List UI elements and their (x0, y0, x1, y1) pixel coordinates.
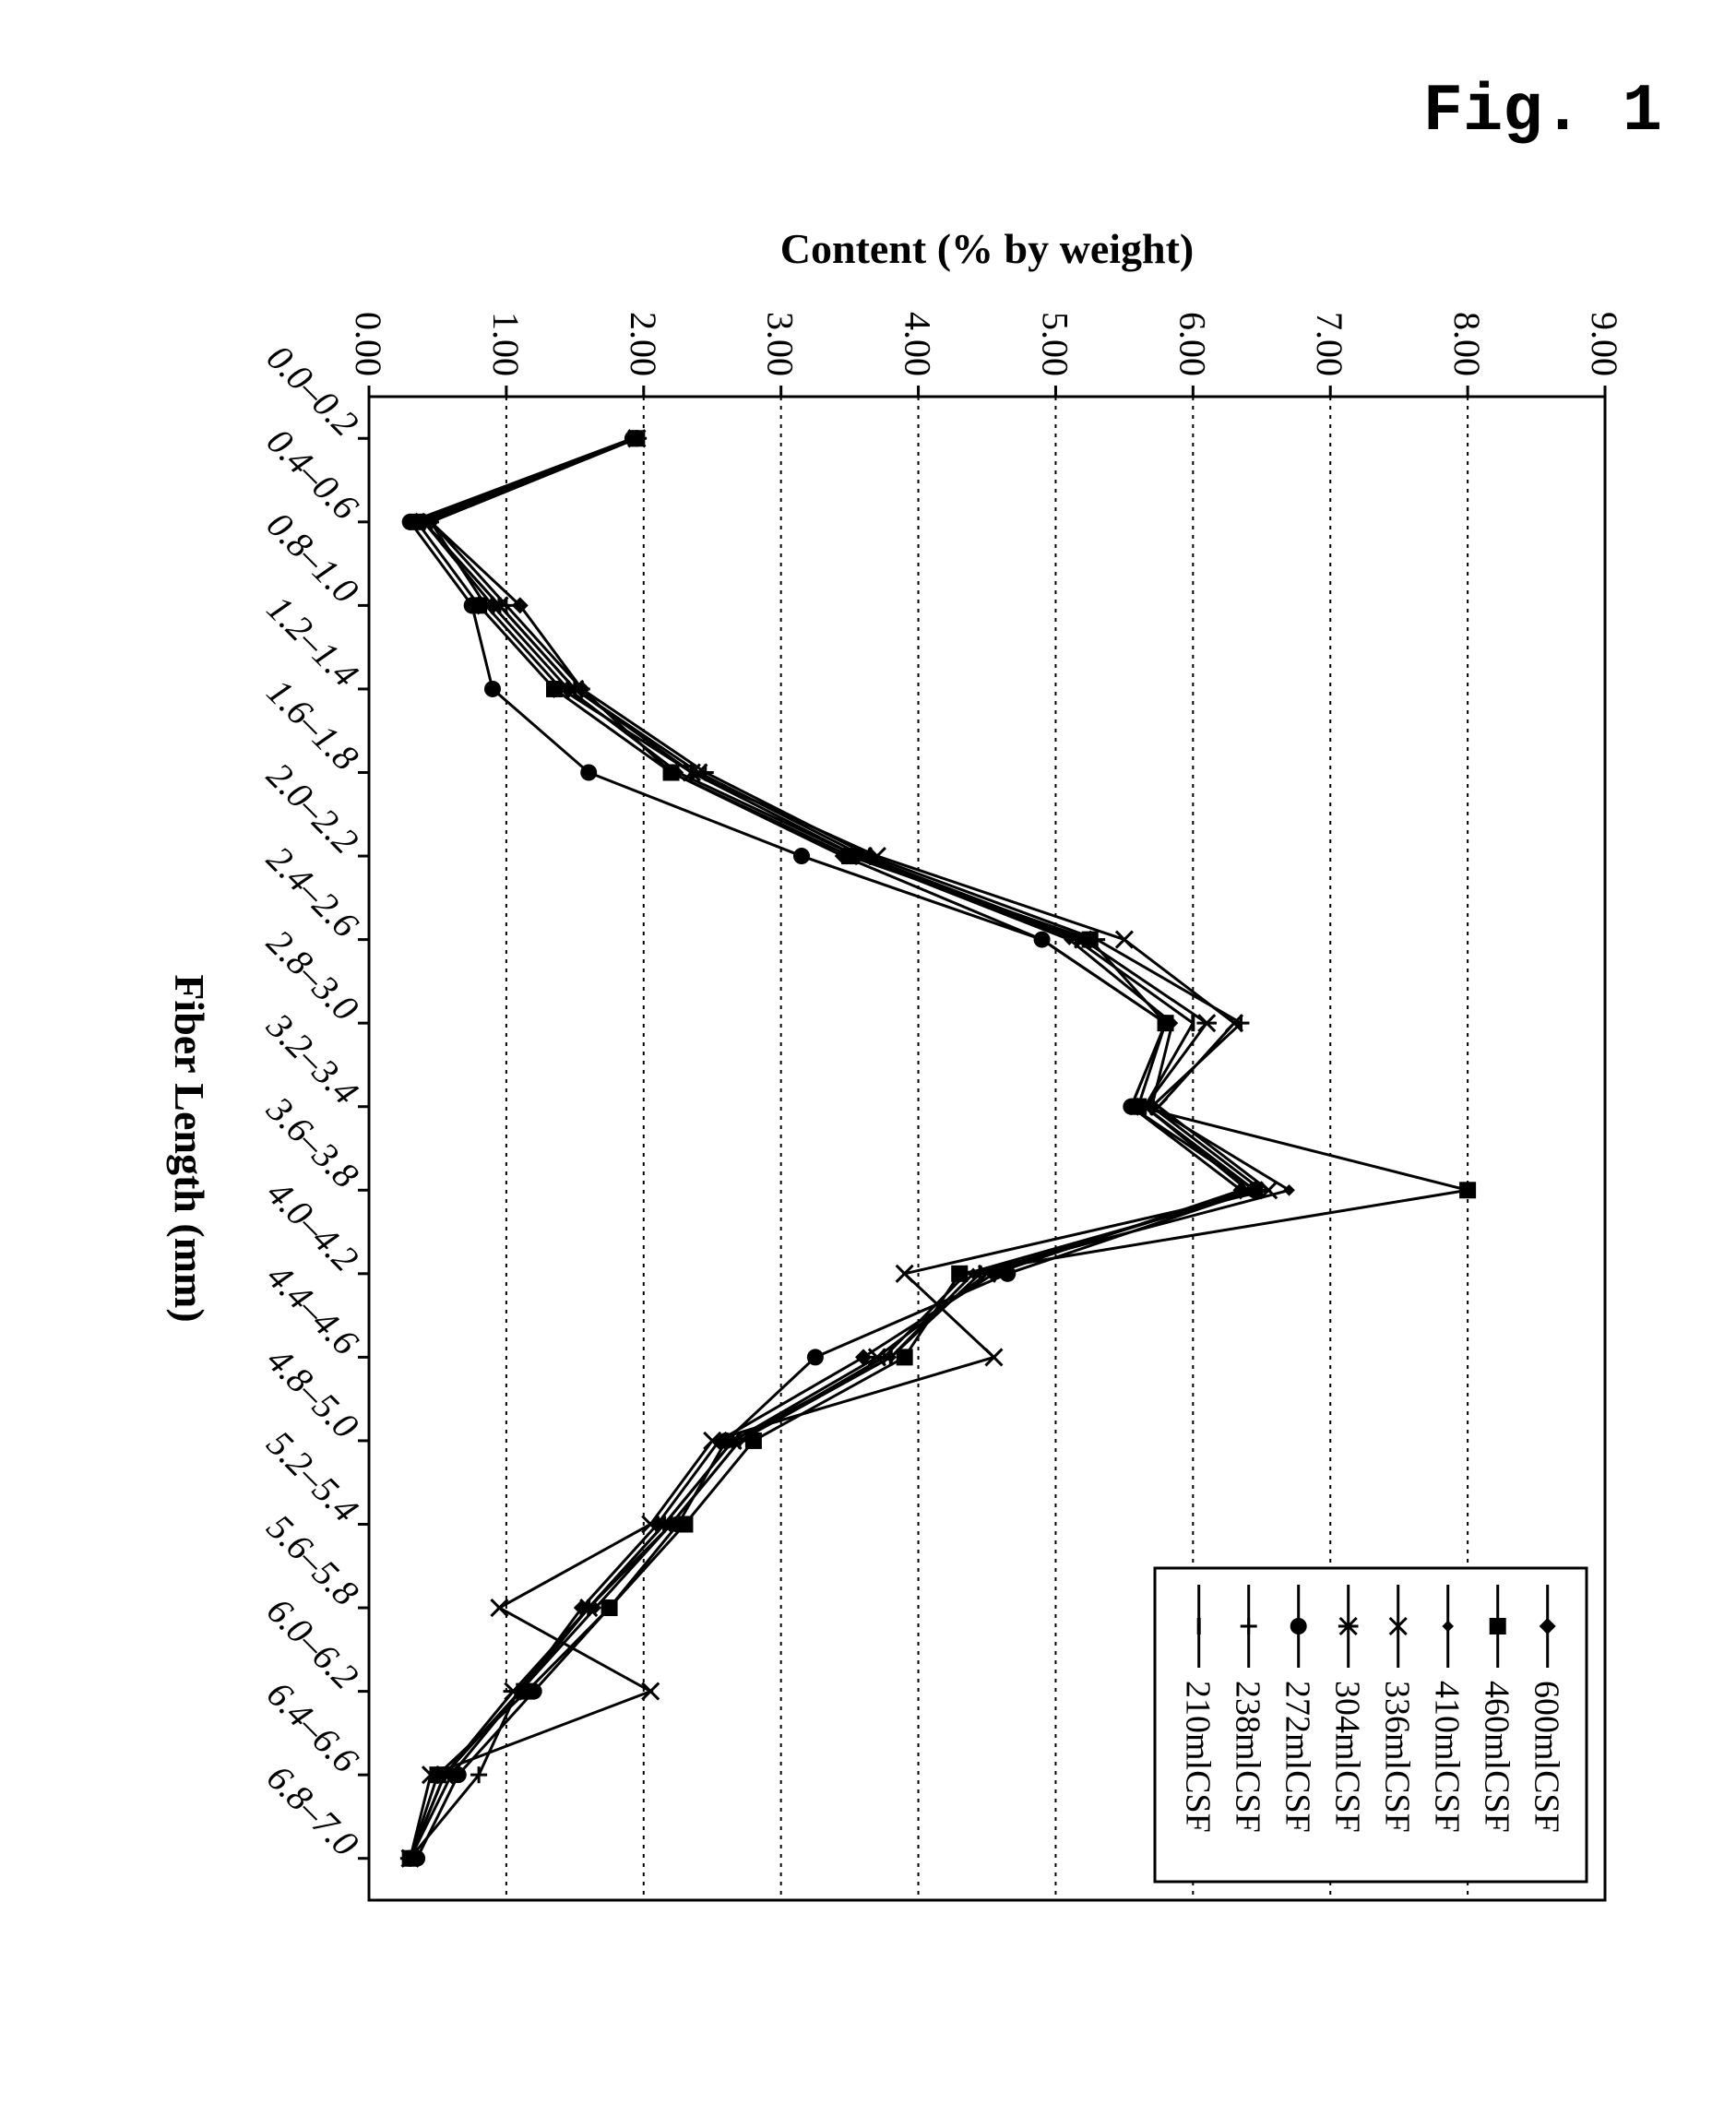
legend-item-label: 238mlCSF (1228, 1681, 1266, 1833)
x-tick-label: 2.8–3.0 (259, 921, 367, 1029)
legend-item-label: 210mlCSF (1178, 1681, 1217, 1833)
chart-inner: 0.00 1.00 2.00 3.00 4.00 5.00 6.00 7.00 8.00 9.00… (157, 212, 1633, 1928)
legend-item-label: 410mlCSF (1427, 1681, 1466, 1833)
y-tick-label: 9.00 (1584, 312, 1625, 376)
x-tick-label: 2.0–2.2 (259, 755, 367, 862)
legend-item-label: 272mlCSF (1278, 1681, 1316, 1833)
page-container: Fig. 1 0.00 1.00 2.00 3.00 4.00 5.00 6.00 7.00 8… (0, 0, 1736, 2104)
chart-wrapper: 0.00 1.00 2.00 3.00 4.00 5.00 6.00 7.00 8.00 9.00… (157, 212, 1633, 1928)
figure-title: Fig. 1 (1423, 74, 1662, 149)
x-tick-label: 4.8–5.0 (259, 1339, 367, 1447)
y-tick-label: 5.00 (1034, 312, 1076, 376)
legend-item-label: 304mlCSF (1327, 1681, 1366, 1833)
x-tick-label: 0.4–0.6 (259, 421, 367, 529)
x-tick-label: 6.0–6.2 (259, 1589, 367, 1697)
y-tick-label: 3.00 (760, 312, 802, 376)
y-tick-label: 4.00 (898, 312, 939, 376)
x-tick-label: 6.8–7.0 (259, 1756, 367, 1864)
x-tick-label: 2.4–2.6 (259, 838, 367, 945)
x-axis-label: Fiber Length (mm) (166, 974, 213, 1322)
plot-svg: 0.00 1.00 2.00 3.00 4.00 5.00 6.00 7.00 8.00 9.00… (157, 212, 1633, 1928)
x-tick-label: 5.6–5.8 (259, 1506, 367, 1614)
x-tick-label: 5.2–5.4 (259, 1422, 367, 1530)
x-tick-label: 3.2–3.4 (258, 1004, 366, 1112)
x-tick-label: 1.2–1.4 (259, 588, 367, 695)
y-tick-label: 8.00 (1446, 312, 1488, 376)
x-tick-label: 6.4–6.6 (259, 1673, 367, 1781)
y-axis-label: Content (% by weight) (780, 225, 1194, 272)
x-tick-label: 1.6–1.8 (259, 671, 367, 779)
legend-item-label: 460mlCSF (1477, 1681, 1516, 1833)
legend-item-label: 336mlCSF (1377, 1681, 1416, 1833)
y-tick-label: 6.00 (1171, 312, 1213, 376)
x-tick-label: 3.6–3.8 (258, 1088, 366, 1195)
y-tick-label: 1.00 (485, 312, 527, 376)
y-tick-label: 2.00 (623, 312, 664, 376)
x-tick-label: 0.8–1.0 (259, 504, 367, 612)
x-tick-label: 4.4–4.6 (259, 1255, 367, 1363)
y-tick-label: 0.00 (348, 312, 389, 376)
legend: 600mlCSF 460mlCSF 410mlCSF 336mlCSF 304mlCSF… (1155, 1568, 1587, 1882)
y-tick-label: 7.00 (1309, 312, 1350, 376)
x-tick-label: 4.0–4.2 (259, 1172, 367, 1280)
legend-item-label: 600mlCSF (1527, 1681, 1565, 1833)
